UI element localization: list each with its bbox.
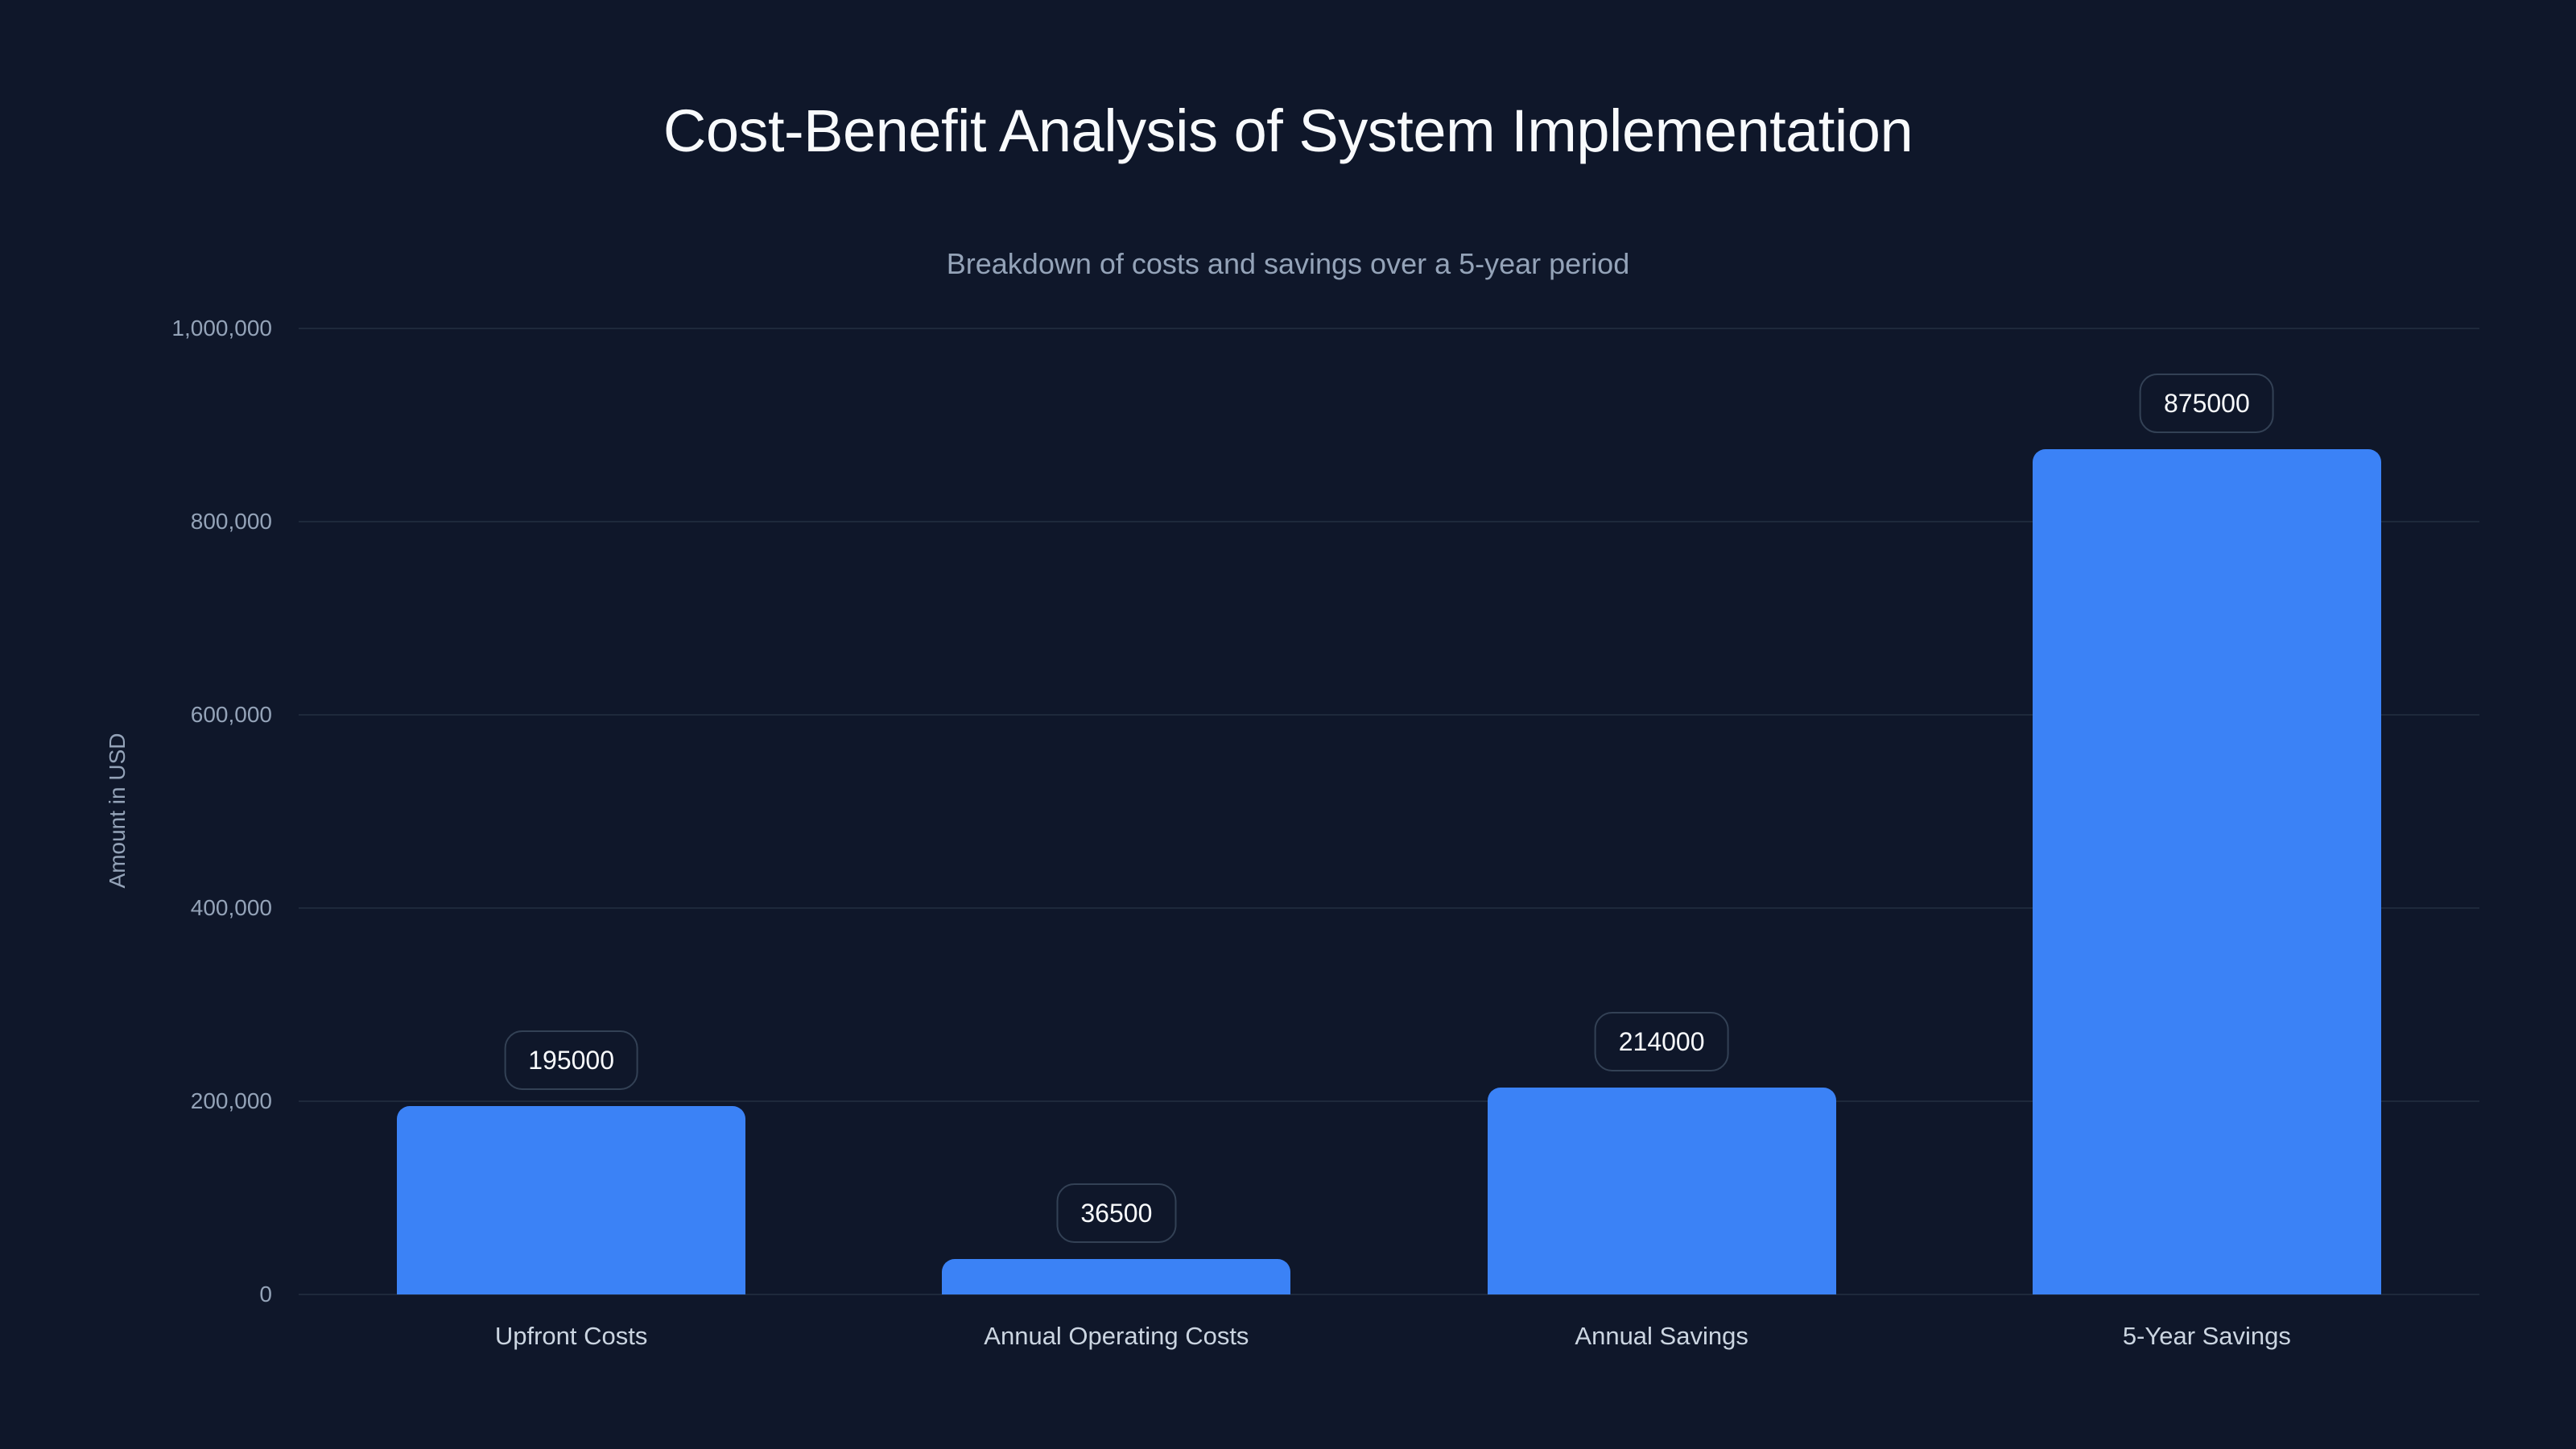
- value-label: 875000: [2139, 374, 2274, 433]
- gridline: [299, 907, 2479, 909]
- bar[interactable]: [1487, 1088, 1836, 1294]
- value-label: 214000: [1594, 1012, 1729, 1072]
- gridline: [299, 521, 2479, 522]
- y-tick-label: 0: [259, 1282, 272, 1307]
- value-label: 36500: [1056, 1183, 1177, 1244]
- bar[interactable]: [2032, 449, 2381, 1294]
- y-tick-label: 1,000,000: [171, 316, 272, 341]
- gridline: [299, 714, 2479, 716]
- value-label: 195000: [504, 1030, 639, 1090]
- plot-area: 195000 36500 214000 875000: [299, 328, 2479, 1295]
- x-tick-label: Annual Operating Costs: [984, 1322, 1249, 1350]
- gridline: [299, 328, 2479, 329]
- bar[interactable]: [397, 1106, 746, 1294]
- y-tick-label: 400,000: [190, 895, 272, 920]
- chart-title: Cost-Benefit Analysis of System Implemen…: [663, 97, 1913, 164]
- x-tick-label: 5-Year Savings: [2122, 1322, 2291, 1350]
- bar[interactable]: [942, 1259, 1291, 1294]
- x-tick-label: Annual Savings: [1575, 1322, 1748, 1350]
- y-tick-label: 800,000: [190, 509, 272, 534]
- gridline: [299, 1294, 2479, 1295]
- y-tick-label: 200,000: [190, 1088, 272, 1113]
- chart-subtitle: Breakdown of costs and savings over a 5-…: [946, 247, 1630, 280]
- x-tick-label: Upfront Costs: [494, 1322, 648, 1350]
- y-tick-label: 600,000: [190, 702, 272, 727]
- gridline: [299, 1100, 2479, 1102]
- y-axis-label: Amount in USD: [105, 733, 130, 889]
